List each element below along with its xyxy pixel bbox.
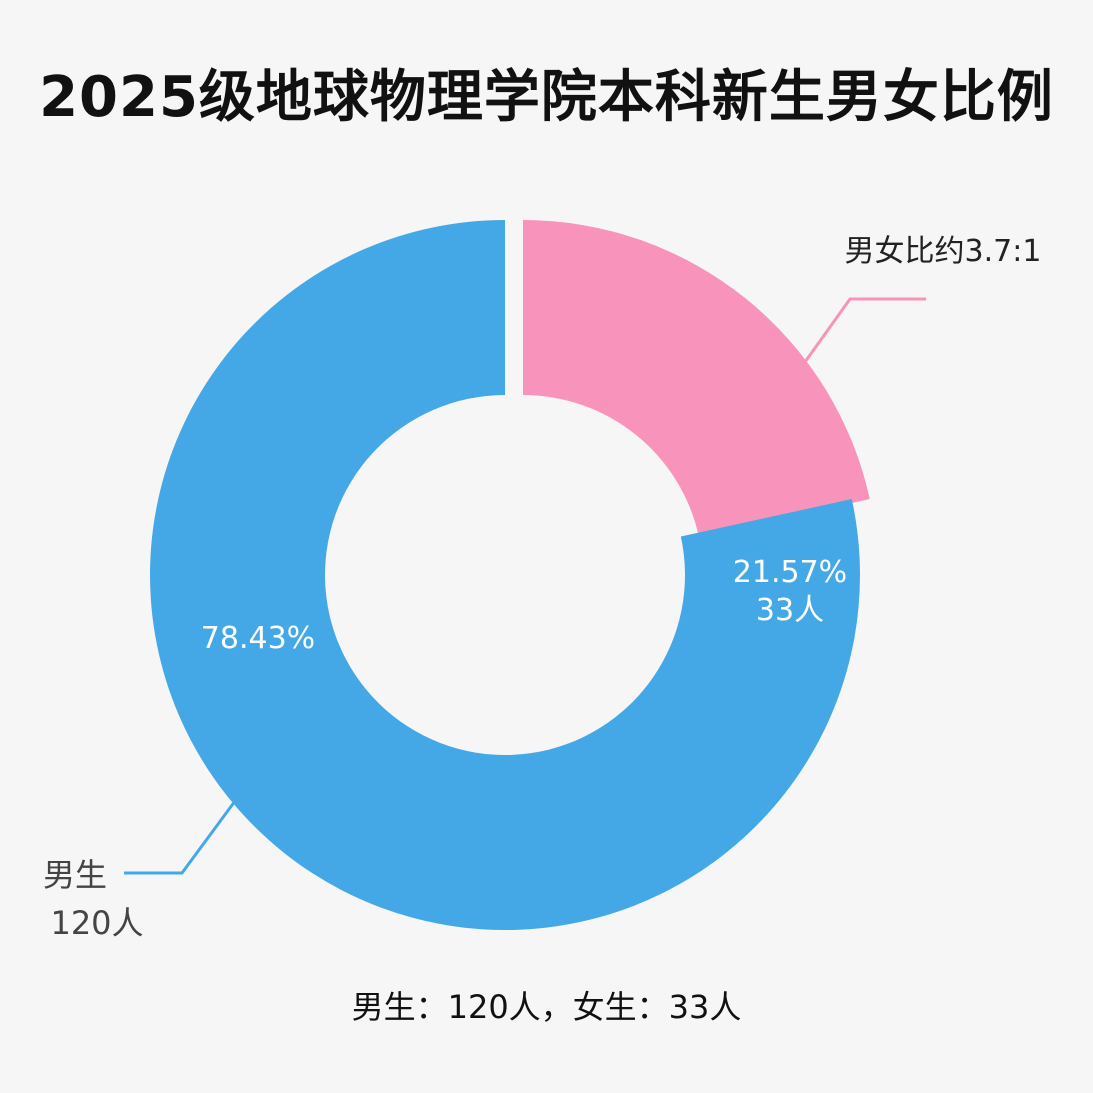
chart-title: 2025级地球物理学院本科新生男女比例	[39, 65, 1054, 130]
slice-male	[149, 220, 860, 930]
leader-line-female	[788, 297, 926, 384]
outside-label-ratio: 男女比约3.7:1	[845, 234, 1042, 269]
slice-female	[523, 220, 870, 537]
slice-label-male-percent: 78.43%	[201, 621, 315, 656]
slice-label-female-count: 33人	[756, 593, 824, 628]
outside-label-male-name: 男生	[43, 856, 107, 894]
chart-caption: 男生：120人，女生：33人	[351, 988, 742, 1026]
outside-label-male-count: 120人	[50, 904, 143, 942]
leader-line-male	[124, 796, 240, 875]
slice-label-female-percent: 21.57%	[733, 555, 847, 590]
